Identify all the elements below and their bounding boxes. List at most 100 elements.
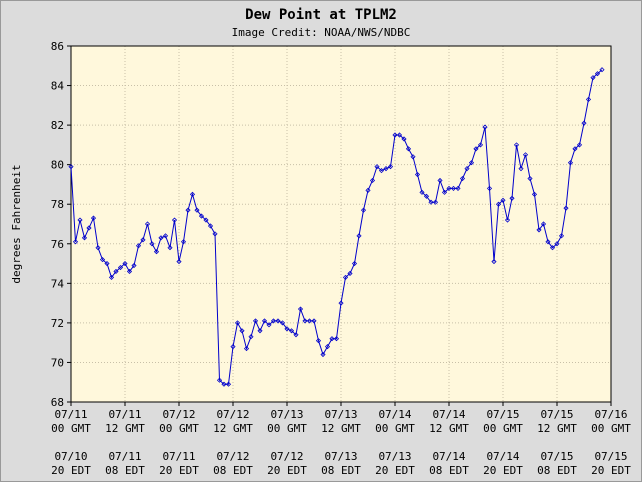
data-point <box>477 142 484 148</box>
data-point <box>414 171 421 178</box>
data-point <box>540 221 547 227</box>
data-point <box>203 217 209 223</box>
y-tick-label: 82 <box>51 119 64 132</box>
y-tick-label: 72 <box>51 317 64 330</box>
x-tick-label: 07/15 <box>540 408 573 421</box>
data-point <box>216 377 223 383</box>
data-point <box>275 318 281 324</box>
x-local-label: 07/10 <box>54 450 87 463</box>
data-point <box>464 166 470 172</box>
chart-subtitle: Image Credit: NOAA/NWS/NDBC <box>232 26 411 39</box>
data-point <box>527 175 533 182</box>
data-point <box>576 142 583 148</box>
data-point <box>599 67 605 73</box>
data-point <box>248 334 254 340</box>
data-point <box>176 259 182 265</box>
data-point <box>117 264 124 271</box>
x-local-sublabel: 20 EDT <box>483 464 523 477</box>
data-point <box>104 260 110 267</box>
x-local-label: 07/15 <box>594 450 627 463</box>
data-point <box>405 146 412 152</box>
data-point <box>590 75 596 81</box>
data-point <box>365 187 371 193</box>
x-local-label: 07/12 <box>216 450 249 463</box>
data-point <box>144 221 151 227</box>
data-point <box>243 346 250 352</box>
data-point <box>518 166 524 172</box>
x-local-label: 07/12 <box>270 450 303 463</box>
data-point <box>549 245 556 251</box>
data-point <box>198 213 205 219</box>
data-point <box>401 136 407 142</box>
x-tick-sublabel: 00 GMT <box>375 422 415 435</box>
data-point <box>522 152 529 158</box>
x-tick-label: 07/14 <box>432 408 465 421</box>
data-point <box>369 177 376 184</box>
data-point <box>189 191 196 197</box>
x-local-label: 07/14 <box>432 450 465 463</box>
x-local-sublabel: 20 EDT <box>591 464 631 477</box>
data-point <box>333 336 340 342</box>
data-point <box>230 344 236 350</box>
y-tick-label: 80 <box>51 159 64 172</box>
data-point <box>108 274 115 280</box>
data-point <box>423 193 430 199</box>
x-tick-sublabel: 12 GMT <box>105 422 145 435</box>
x-local-sublabel: 08 EDT <box>105 464 145 477</box>
y-tick-label: 78 <box>51 198 64 211</box>
x-tick-sublabel: 12 GMT <box>321 422 361 435</box>
data-point <box>311 318 317 324</box>
data-point <box>342 274 349 280</box>
x-tick-label: 07/14 <box>378 408 411 421</box>
data-point <box>279 320 286 326</box>
y-tick-label: 70 <box>51 356 64 369</box>
data-point <box>531 191 538 197</box>
y-axis-label: degrees Fahrenheit <box>10 164 23 283</box>
data-point <box>482 124 488 130</box>
data-point <box>113 268 119 275</box>
x-tick-sublabel: 00 GMT <box>483 422 523 435</box>
x-tick-sublabel: 00 GMT <box>51 422 91 435</box>
data-point <box>234 320 241 326</box>
data-point <box>500 197 506 203</box>
data-point <box>68 164 74 170</box>
x-tick-label: 07/12 <box>162 408 195 421</box>
data-point <box>554 241 560 247</box>
data-point <box>455 185 461 191</box>
data-point <box>135 243 142 249</box>
y-tick-label: 76 <box>51 238 64 251</box>
x-tick-label: 07/13 <box>324 408 357 421</box>
data-point <box>347 270 353 277</box>
data-point <box>441 189 448 195</box>
data-point <box>261 318 268 324</box>
x-tick-sublabel: 00 GMT <box>159 422 199 435</box>
data-point <box>459 175 466 182</box>
data-point <box>162 233 169 239</box>
data-point <box>567 160 574 166</box>
data-point <box>351 260 358 267</box>
data-point <box>513 142 520 148</box>
data-point <box>437 177 443 184</box>
data-point <box>131 262 137 269</box>
data-point <box>374 164 380 170</box>
data-point <box>495 201 502 207</box>
data-point <box>410 154 416 160</box>
data-point <box>545 239 551 245</box>
data-point <box>158 235 164 241</box>
data-point <box>594 71 601 77</box>
y-tick-label: 74 <box>51 277 65 290</box>
x-local-sublabel: 20 EDT <box>267 464 307 477</box>
data-point <box>77 217 83 223</box>
x-local-sublabel: 08 EDT <box>213 464 253 477</box>
data-point <box>473 146 479 152</box>
x-local-label: 07/13 <box>324 450 357 463</box>
data-point <box>396 132 403 138</box>
data-point <box>90 215 97 221</box>
data-point <box>126 268 133 275</box>
data-point <box>140 237 146 243</box>
data-point <box>122 260 128 267</box>
data-point <box>293 332 299 338</box>
x-tick-sublabel: 12 GMT <box>213 422 253 435</box>
data-point <box>504 217 511 223</box>
data-point <box>509 195 515 201</box>
